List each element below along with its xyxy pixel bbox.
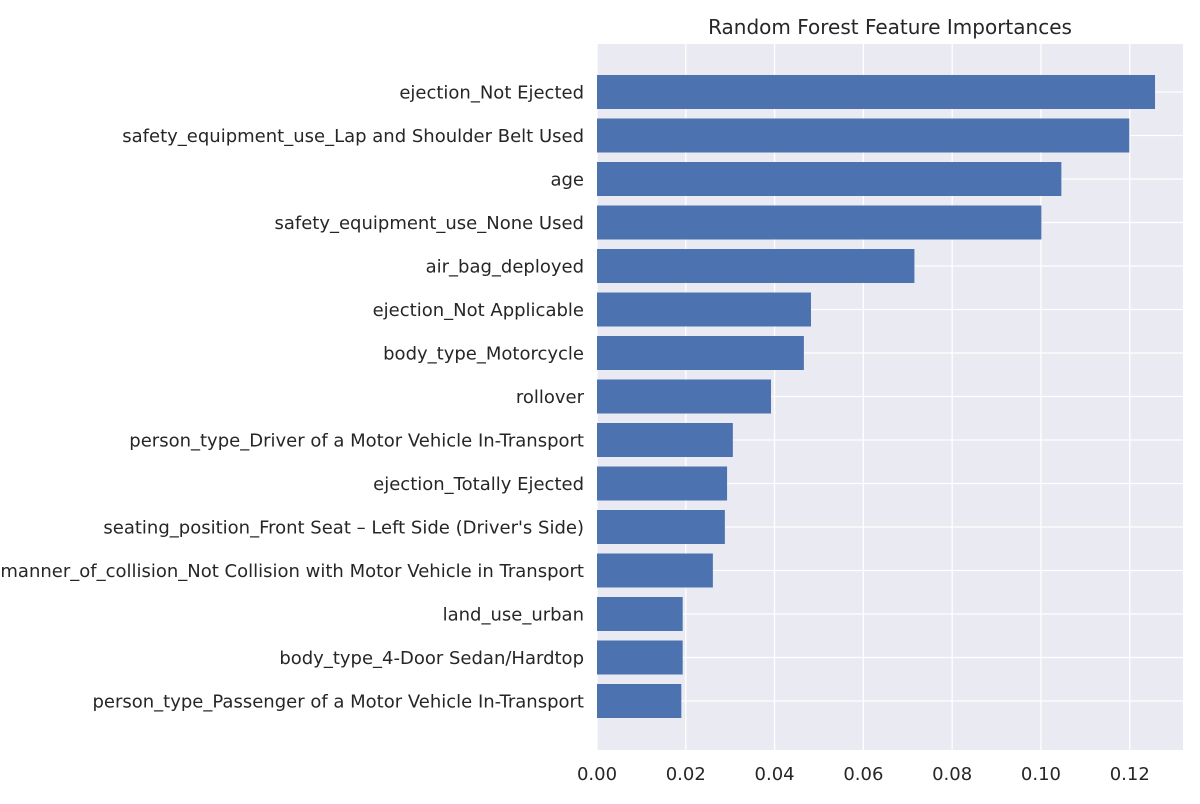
- bars: [597, 75, 1156, 718]
- bar-14: [597, 684, 682, 718]
- y-tick-label: ejection_Not Applicable: [373, 300, 584, 321]
- bar-0: [597, 75, 1156, 109]
- y-tick-label: ejection_Not Ejected: [399, 83, 584, 104]
- bar-9: [597, 466, 728, 501]
- bar-10: [597, 510, 725, 544]
- x-axis-tick-labels: 0.00 0.02 0.04 0.06 0.08 0.10 0.12: [577, 764, 1150, 785]
- bar-2: [597, 162, 1062, 196]
- x-tick-label: 0.02: [666, 764, 706, 785]
- bar-1: [597, 118, 1130, 153]
- y-tick-label: ejection_Totally Ejected: [373, 474, 584, 495]
- y-tick-label: body_type_Motorcycle: [383, 344, 584, 365]
- bar-13: [597, 640, 683, 675]
- y-tick-label: air_bag_deployed: [426, 257, 584, 278]
- chart-title: Random Forest Feature Importances: [708, 15, 1072, 39]
- y-tick-label: rollover: [516, 387, 585, 408]
- x-tick-label: 0.12: [1110, 764, 1150, 785]
- bar-4: [597, 249, 915, 283]
- bar-6: [597, 336, 804, 370]
- bar-11: [597, 553, 713, 588]
- y-tick-label: body_type_4-Door Sedan/Hardtop: [279, 648, 584, 669]
- x-tick-label: 0.00: [577, 764, 617, 785]
- bar-12: [597, 597, 683, 631]
- x-tick-label: 0.08: [932, 764, 972, 785]
- y-tick-label: manner_of_collision_Not Collision with M…: [0, 561, 584, 582]
- x-tick-label: 0.10: [1021, 764, 1061, 785]
- bar-3: [597, 205, 1042, 240]
- bar-8: [597, 423, 733, 457]
- y-axis-tick-labels: ejection_Not Ejected safety_equipment_use…: [0, 83, 584, 713]
- bar-7: [597, 379, 772, 414]
- y-tick-label: safety_equipment_use_None Used: [274, 213, 584, 234]
- y-tick-label: land_use_urban: [443, 605, 584, 626]
- y-tick-label: seating_position_Front Seat – Left Side …: [103, 518, 584, 539]
- y-tick-label: age: [550, 170, 584, 191]
- x-tick-label: 0.04: [755, 764, 795, 785]
- bar-5: [597, 292, 811, 327]
- y-tick-label: safety_equipment_use_Lap and Shoulder Be…: [122, 126, 584, 147]
- x-tick-label: 0.06: [843, 764, 883, 785]
- y-tick-label: person_type_Driver of a Motor Vehicle In…: [129, 431, 584, 452]
- y-tick-label: person_type_Passenger of a Motor Vehicle…: [92, 692, 584, 713]
